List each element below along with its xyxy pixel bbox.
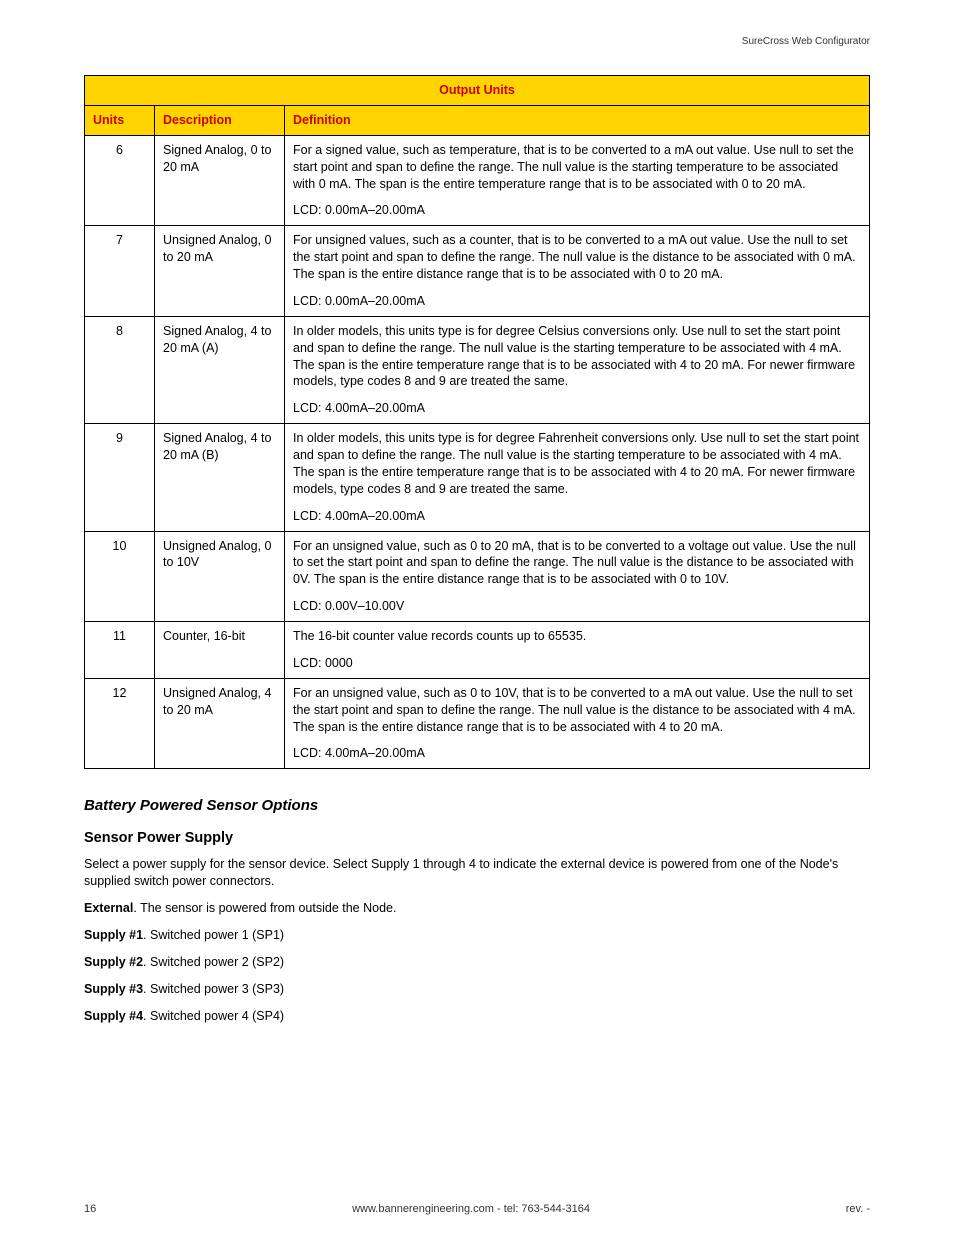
section-title-battery-options: Battery Powered Sensor Options xyxy=(84,797,870,814)
col-header-units: Units xyxy=(85,105,155,135)
cell-units: 10 xyxy=(85,531,155,622)
supply-item-text: . Switched power 2 (SP2) xyxy=(143,955,284,969)
page-footer: 16 www.bannerengineering.com - tel: 763-… xyxy=(84,1203,870,1215)
cell-definition: The 16-bit counter value records counts … xyxy=(285,622,870,679)
cell-definition: In older models, this units type is for … xyxy=(285,424,870,531)
cell-description: Unsigned Analog, 4 to 20 mA xyxy=(155,678,285,769)
supply-item: Supply #2. Switched power 2 (SP2) xyxy=(84,954,870,971)
table-row: 12Unsigned Analog, 4 to 20 mAFor an unsi… xyxy=(85,678,870,769)
cell-units: 8 xyxy=(85,316,155,423)
table-row: 11Counter, 16-bitThe 16-bit counter valu… xyxy=(85,622,870,679)
col-header-description: Description xyxy=(155,105,285,135)
cell-description: Signed Analog, 4 to 20 mA (B) xyxy=(155,424,285,531)
supply-item: Supply #3. Switched power 3 (SP3) xyxy=(84,981,870,998)
cell-description: Unsigned Analog, 0 to 20 mA xyxy=(155,226,285,317)
supply-item-text: . The sensor is powered from outside the… xyxy=(133,901,396,915)
table-row: 9Signed Analog, 4 to 20 mA (B)In older m… xyxy=(85,424,870,531)
cell-units: 11 xyxy=(85,622,155,679)
cell-description: Unsigned Analog, 0 to 10V xyxy=(155,531,285,622)
sensor-power-intro: Select a power supply for the sensor dev… xyxy=(84,856,870,890)
supply-item: Supply #4. Switched power 4 (SP4) xyxy=(84,1008,870,1025)
supply-item-label: Supply #2 xyxy=(84,955,143,969)
supply-item-label: Supply #1 xyxy=(84,928,143,942)
cell-definition: For a signed value, such as temperature,… xyxy=(285,135,870,226)
cell-description: Signed Analog, 0 to 20 mA xyxy=(155,135,285,226)
table-row: 7Unsigned Analog, 0 to 20 mAFor unsigned… xyxy=(85,226,870,317)
table-title: Output Units xyxy=(85,76,870,106)
footer-rev: rev. - xyxy=(846,1203,870,1215)
cell-description: Signed Analog, 4 to 20 mA (A) xyxy=(155,316,285,423)
footer-page-number: 16 xyxy=(84,1203,96,1215)
supply-item-label: Supply #4 xyxy=(84,1009,143,1023)
output-units-table: Output Units Units Description Definitio… xyxy=(84,75,870,769)
supply-item-label: External xyxy=(84,901,133,915)
cell-description: Counter, 16-bit xyxy=(155,622,285,679)
cell-definition: For an unsigned value, such as 0 to 10V,… xyxy=(285,678,870,769)
cell-definition: In older models, this units type is for … xyxy=(285,316,870,423)
supply-item-text: . Switched power 1 (SP1) xyxy=(143,928,284,942)
cell-definition: For unsigned values, such as a counter, … xyxy=(285,226,870,317)
page-header-product: SureCross Web Configurator xyxy=(84,36,870,47)
cell-units: 6 xyxy=(85,135,155,226)
table-row: 6Signed Analog, 0 to 20 mAFor a signed v… xyxy=(85,135,870,226)
supply-item-text: . Switched power 4 (SP4) xyxy=(143,1009,284,1023)
table-row: 10Unsigned Analog, 0 to 10VFor an unsign… xyxy=(85,531,870,622)
supply-item-text: . Switched power 3 (SP3) xyxy=(143,982,284,996)
supply-item-label: Supply #3 xyxy=(84,982,143,996)
footer-center-text: www.bannerengineering.com - tel: 763-544… xyxy=(96,1203,846,1215)
cell-definition: For an unsigned value, such as 0 to 20 m… xyxy=(285,531,870,622)
cell-units: 9 xyxy=(85,424,155,531)
cell-units: 12 xyxy=(85,678,155,769)
table-row: 8Signed Analog, 4 to 20 mA (A)In older m… xyxy=(85,316,870,423)
supply-item: External. The sensor is powered from out… xyxy=(84,900,870,917)
cell-units: 7 xyxy=(85,226,155,317)
subsection-title-sensor-power: Sensor Power Supply xyxy=(84,830,870,846)
supply-item: Supply #1. Switched power 1 (SP1) xyxy=(84,927,870,944)
col-header-definition: Definition xyxy=(285,105,870,135)
